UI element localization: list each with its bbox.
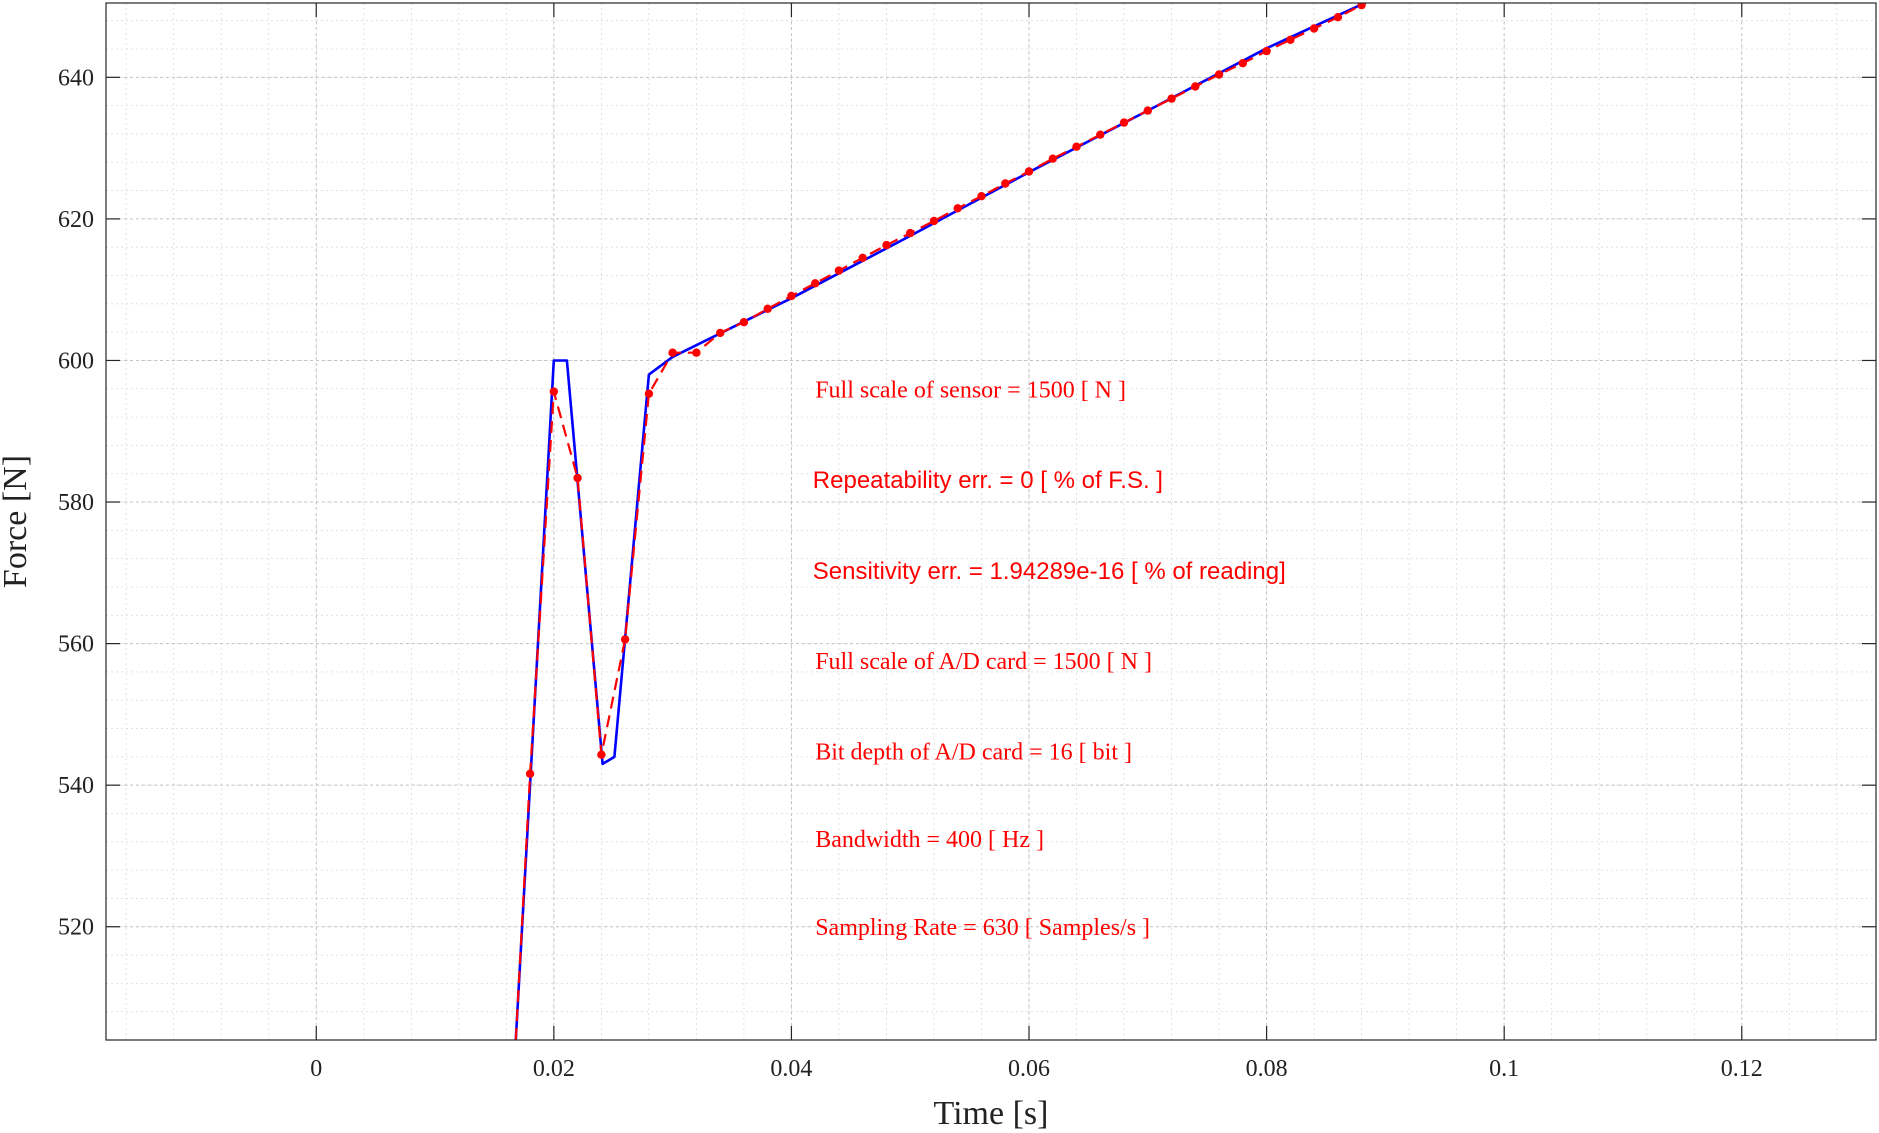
sample-point — [1286, 35, 1295, 44]
y-axis-label: Force [N] — [0, 455, 34, 588]
sample-point — [1191, 82, 1200, 91]
y-tick-label: 560 — [58, 632, 94, 658]
annotation-text: Full scale of sensor = 1500 [ N ] — [815, 377, 1126, 403]
sample-point — [787, 291, 796, 301]
sample-point — [1357, 3, 1366, 10]
sample-point — [620, 635, 630, 644]
annotation-text: Repeatability err. = 0 [ % of F.S. ] — [813, 467, 1163, 494]
sample-point — [1333, 13, 1343, 22]
x-axis-label: Time [s] — [934, 1095, 1049, 1132]
sample-point — [573, 473, 582, 483]
annotation-text: Sensitivity err. = 1.94289e-16 [ % of re… — [813, 558, 1286, 585]
tick-labels: 0 0.02 0.04 0.06 0.08 0.1 0.12 520 540 560 580 600 6… — [58, 65, 1763, 1082]
sample-point — [1143, 106, 1153, 115]
sample-point — [858, 253, 867, 262]
sample-point — [977, 192, 986, 201]
sample-point — [739, 318, 749, 327]
sample-point — [906, 228, 915, 238]
sample-point — [1072, 142, 1081, 151]
x-tick-label: 0.04 — [770, 1056, 812, 1082]
sample-point — [1262, 46, 1271, 56]
sample-point — [929, 216, 939, 226]
series-layer — [514, 3, 1368, 1040]
tick-marks — [106, 3, 1876, 1040]
sample-point — [644, 389, 654, 398]
sample-point — [525, 769, 535, 778]
sample-point — [1309, 24, 1319, 33]
x-tick-label: 0.08 — [1246, 1056, 1288, 1082]
plot-area — [106, 3, 1876, 1040]
y-tick-label: 520 — [58, 915, 94, 941]
x-tick-label: 0.02 — [533, 1056, 575, 1082]
sample-point — [1048, 154, 1058, 163]
sample-point — [763, 304, 772, 313]
sample-point — [1096, 130, 1105, 139]
x-tick-label: 0.1 — [1489, 1056, 1519, 1082]
annotation-text: Sampling Rate = 630 [ Samples/s ] — [815, 915, 1150, 941]
sample-point — [1167, 94, 1176, 103]
annotation-layer: Full scale of sensor = 1500 [ N ] Repeata… — [813, 377, 1286, 941]
sample-point — [1024, 167, 1034, 176]
sample-point — [716, 328, 725, 338]
sample-point — [549, 387, 558, 396]
sample-point — [1001, 179, 1010, 188]
y-tick-label: 580 — [58, 490, 94, 516]
x-tick-label: 0.12 — [1721, 1056, 1763, 1082]
annotation-text: Full scale of A/D card = 1500 [ N ] — [815, 649, 1152, 675]
sample-point — [882, 240, 891, 250]
y-tick-label: 640 — [58, 65, 94, 91]
sample-point — [811, 279, 820, 288]
sample-point — [834, 266, 844, 275]
sample-point — [692, 348, 701, 357]
plot-frame — [105, 2, 1877, 1041]
y-tick-label: 600 — [58, 348, 94, 374]
sample-point — [668, 348, 677, 357]
major-grid — [106, 3, 1876, 1040]
x-tick-label: 0.06 — [1008, 1056, 1050, 1082]
x-tick-label: 0 — [310, 1056, 322, 1082]
annotation-text: Bit depth of A/D card = 16 [ bit ] — [815, 740, 1132, 766]
sample-point — [597, 750, 606, 759]
sample-point — [1214, 70, 1224, 79]
sample-point — [953, 204, 962, 213]
y-tick-label: 540 — [58, 773, 94, 799]
sample-point — [1238, 59, 1248, 68]
annotation-text: Bandwidth = 400 [ Hz ] — [815, 827, 1044, 853]
y-tick-label: 620 — [58, 207, 94, 233]
sample-point — [1119, 118, 1129, 127]
